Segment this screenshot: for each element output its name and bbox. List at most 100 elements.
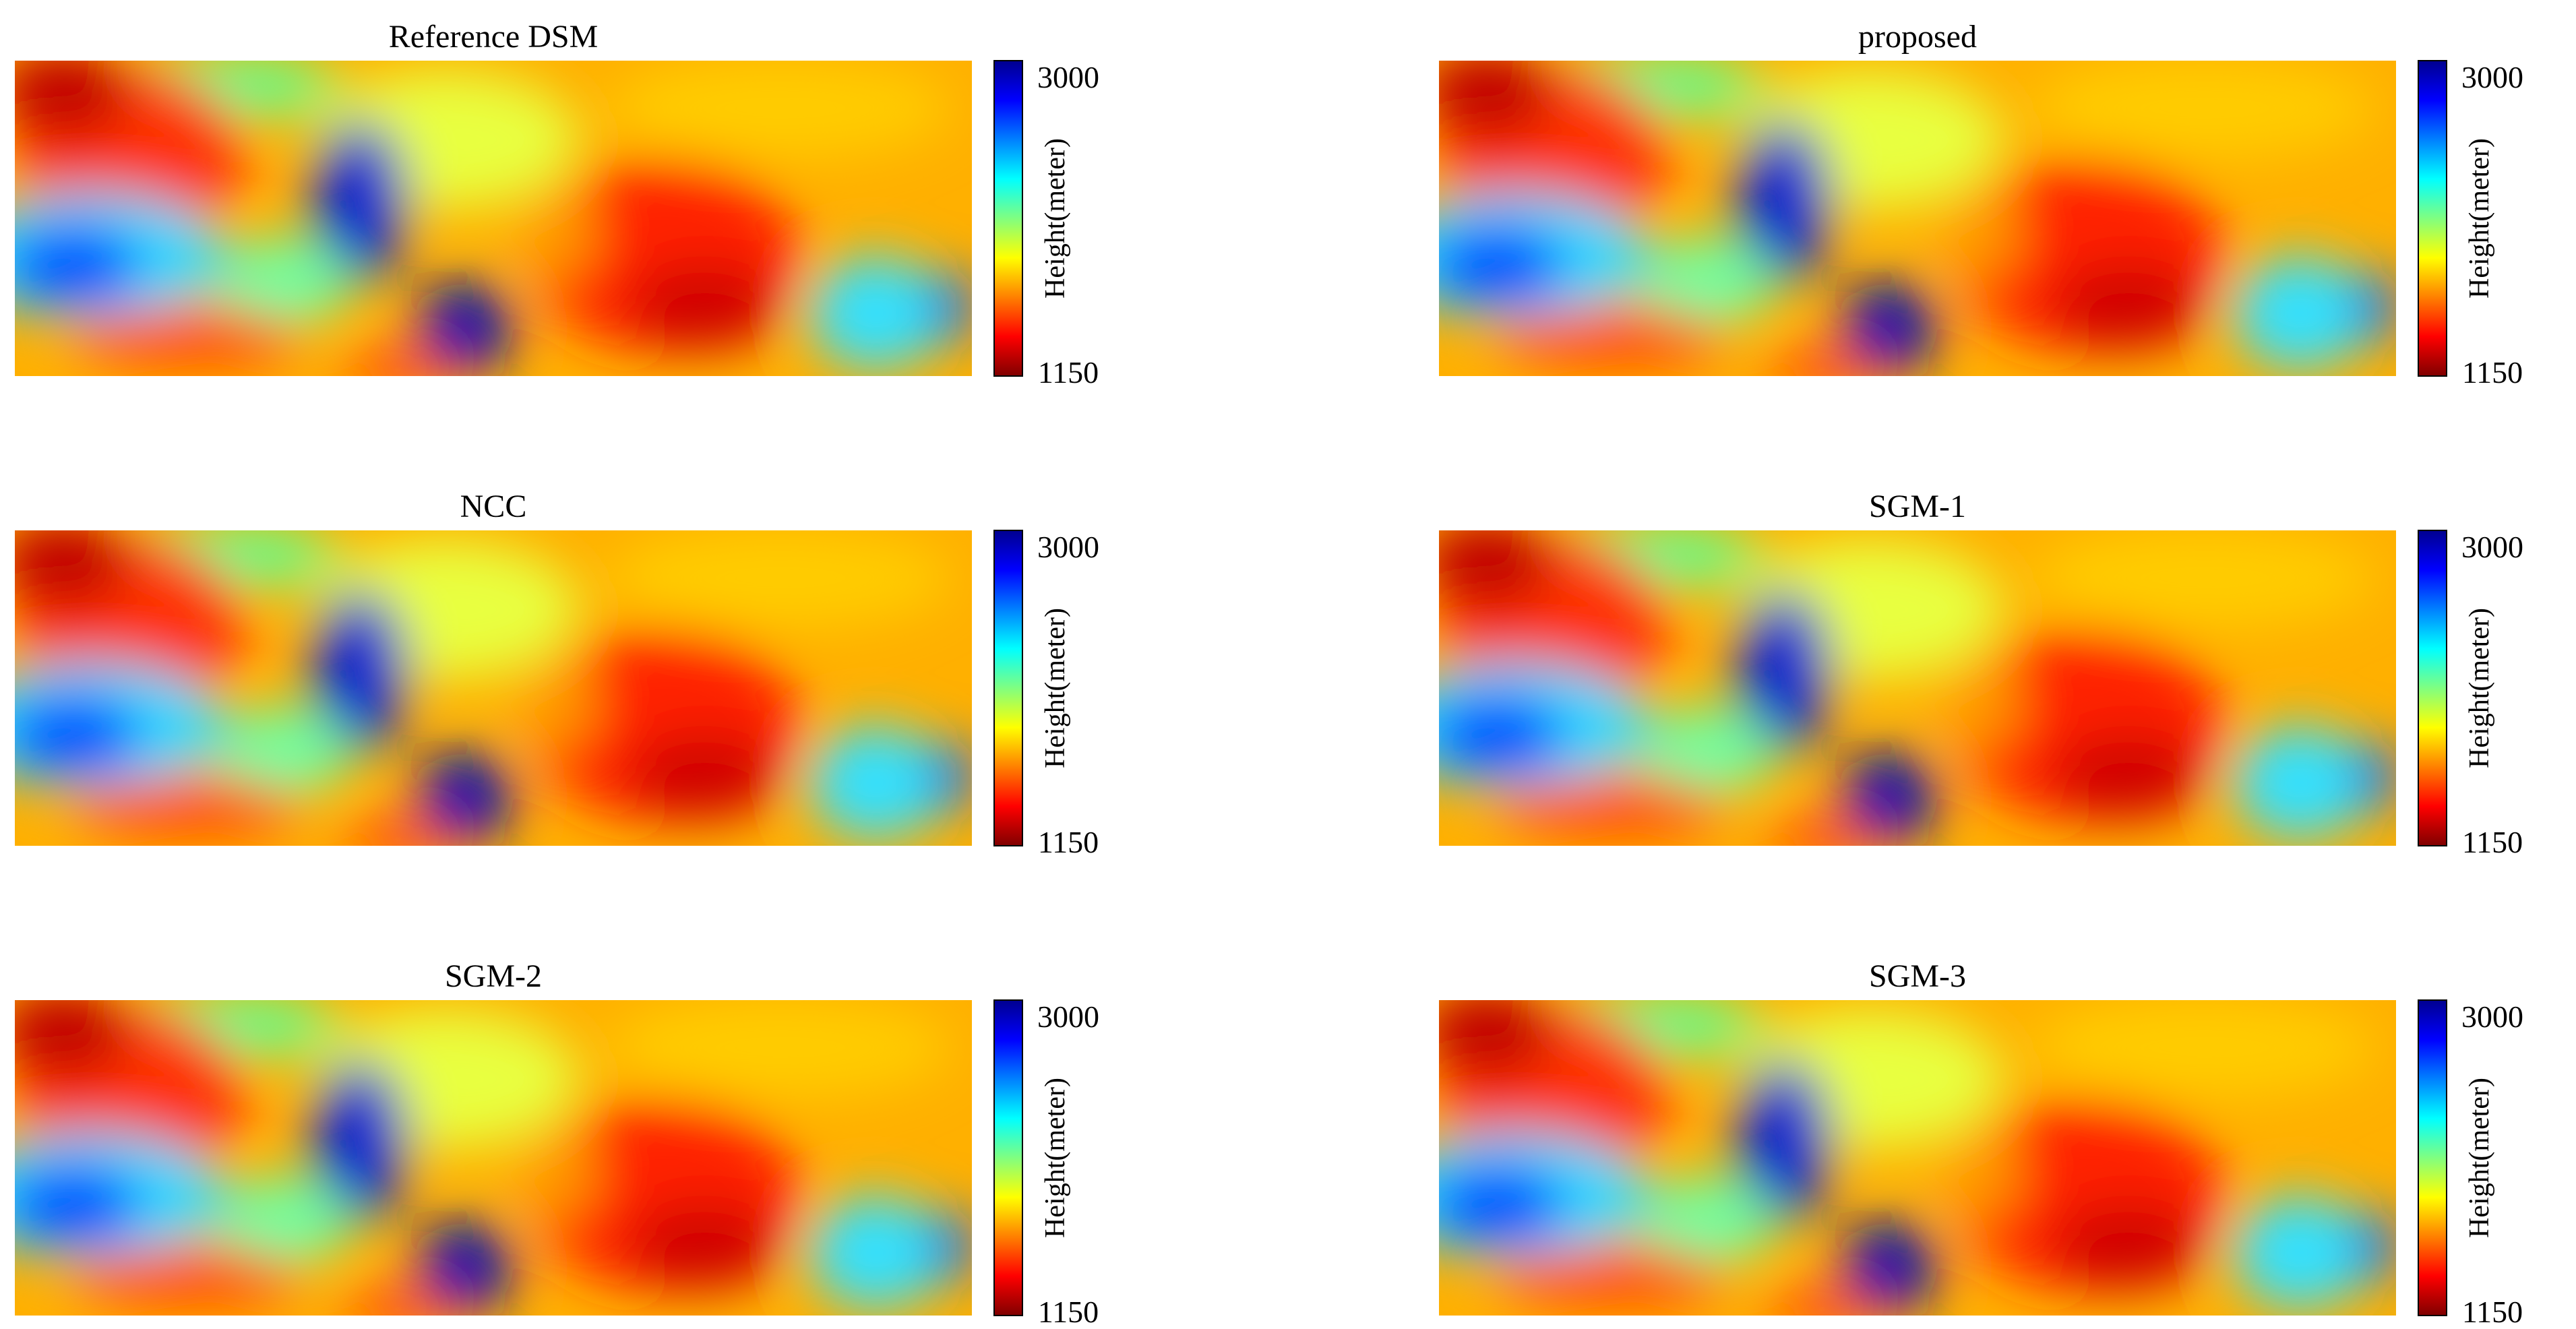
- terrain-region: [311, 1059, 408, 1225]
- terrain-region: [1841, 751, 1937, 846]
- terrain-region: [417, 1220, 513, 1316]
- terrain-region: [311, 120, 408, 285]
- terrain-region: [1496, 307, 1727, 370]
- terrain-region: [340, 1290, 456, 1316]
- terrain-region: [933, 1208, 972, 1285]
- terrain-region: [340, 350, 456, 376]
- terrain-region: [15, 1164, 140, 1247]
- colorbar-max-label: 3000: [2461, 999, 2523, 1034]
- terrain-region: [522, 189, 599, 278]
- terrain-region: [608, 530, 953, 629]
- terrain-region: [1439, 694, 1564, 777]
- colorbar: [993, 60, 1023, 377]
- terrain-region: [15, 530, 130, 607]
- terrain-region: [417, 281, 513, 376]
- terrain-region: [627, 262, 780, 351]
- height-map: [15, 530, 972, 846]
- terrain-region: [809, 1196, 944, 1309]
- height-map: [1439, 61, 2396, 376]
- colorbar-min-label: 1150: [2462, 1295, 2523, 1329]
- dsm-panel: SGM-2 3000 1150 Height(meter): [15, 958, 1099, 1329]
- colorbar-min-label: 1150: [2462, 825, 2523, 859]
- terrain-region: [1946, 1129, 2023, 1218]
- terrain-region: [1841, 1220, 1937, 1316]
- panel-title: SGM-1: [1869, 489, 1966, 524]
- dsm-panel: SGM-1 3000 1150 Height(meter): [1439, 489, 2523, 859]
- terrain-region: [1640, 1177, 1775, 1266]
- terrain-region: [1640, 237, 1775, 326]
- colorbar-axis-label: Height(meter): [2464, 608, 2495, 768]
- panel-title: proposed: [1858, 19, 1977, 55]
- terrain-region: [340, 820, 456, 846]
- terrain-region: [1764, 350, 1880, 376]
- colorbar-min-label: 1150: [1038, 1295, 1099, 1329]
- terrain-region: [1439, 1000, 1554, 1076]
- terrain-region: [1946, 659, 2023, 748]
- terrain-region: [627, 732, 780, 821]
- terrain-region: [933, 268, 972, 345]
- terrain-region: [522, 1129, 599, 1218]
- terrain-region: [15, 694, 140, 777]
- terrain-region: [2358, 1208, 2396, 1285]
- dsm-panel: NCC 3000 1150 Height(meter): [15, 489, 1099, 859]
- terrain-region: [72, 307, 302, 370]
- terrain-region: [15, 61, 130, 137]
- colorbar: [2418, 999, 2447, 1316]
- colorbar-max-label: 3000: [1037, 60, 1099, 94]
- terrain-region: [1439, 224, 1564, 307]
- terrain-region: [1640, 707, 1775, 796]
- height-map: [1439, 1000, 2396, 1316]
- panel-title: Reference DSM: [389, 19, 599, 55]
- terrain-region: [2358, 268, 2396, 345]
- colorbar-max-label: 3000: [2461, 60, 2523, 94]
- terrain-region: [627, 1202, 780, 1291]
- terrain-region: [1946, 189, 2023, 278]
- colorbar-axis-label: Height(meter): [2464, 138, 2495, 299]
- colorbar: [2418, 60, 2447, 377]
- terrain-region: [216, 707, 350, 796]
- terrain-region: [1736, 120, 1832, 285]
- terrain-region: [311, 590, 408, 755]
- terrain-region: [216, 237, 350, 326]
- terrain-region: [933, 738, 972, 815]
- height-map: [15, 61, 972, 376]
- terrain-region: [216, 1177, 350, 1266]
- colorbar-axis-label: Height(meter): [1040, 138, 1071, 299]
- terrain-region: [2051, 262, 2205, 351]
- terrain-region: [72, 776, 302, 840]
- height-map: [15, 1000, 972, 1316]
- terrain-region: [2051, 732, 2205, 821]
- terrain-region: [1439, 530, 1554, 607]
- terrain-region: [1439, 1164, 1564, 1247]
- terrain-region: [72, 1246, 302, 1309]
- terrain-region: [1496, 1246, 1727, 1309]
- terrain-region: [2233, 1196, 2368, 1309]
- panel-title: NCC: [460, 489, 527, 524]
- colorbar: [993, 530, 1023, 846]
- terrain-region: [1764, 1290, 1880, 1316]
- terrain-region: [809, 726, 944, 840]
- dsm-panel: Reference DSM 3000 1150 Height(meter): [15, 19, 1099, 390]
- terrain-region: [417, 751, 513, 846]
- terrain-region: [1736, 590, 1832, 755]
- colorbar-axis-label: Height(meter): [2464, 1078, 2495, 1238]
- terrain-region: [2032, 61, 2377, 159]
- panel-title: SGM-3: [1869, 958, 1966, 994]
- dsm-panel: SGM-3 3000 1150 Height(meter): [1439, 958, 2523, 1329]
- height-map: [1439, 530, 2396, 846]
- colorbar-min-label: 1150: [1038, 355, 1099, 390]
- terrain-region: [15, 1000, 130, 1076]
- terrain-region: [522, 659, 599, 748]
- terrain-region: [2358, 738, 2396, 815]
- terrain-region: [1736, 1059, 1832, 1225]
- terrain-region: [2032, 1000, 2377, 1099]
- terrain-region: [2051, 1202, 2205, 1291]
- terrain-region: [809, 256, 944, 370]
- colorbar: [2418, 530, 2447, 846]
- colorbar-max-label: 3000: [1037, 999, 1099, 1034]
- colorbar-axis-label: Height(meter): [1040, 1078, 1071, 1238]
- colorbar-min-label: 1150: [2462, 355, 2523, 390]
- terrain-region: [1496, 776, 1727, 840]
- panel-title: SGM-2: [445, 958, 542, 994]
- colorbar-max-label: 3000: [2461, 530, 2523, 564]
